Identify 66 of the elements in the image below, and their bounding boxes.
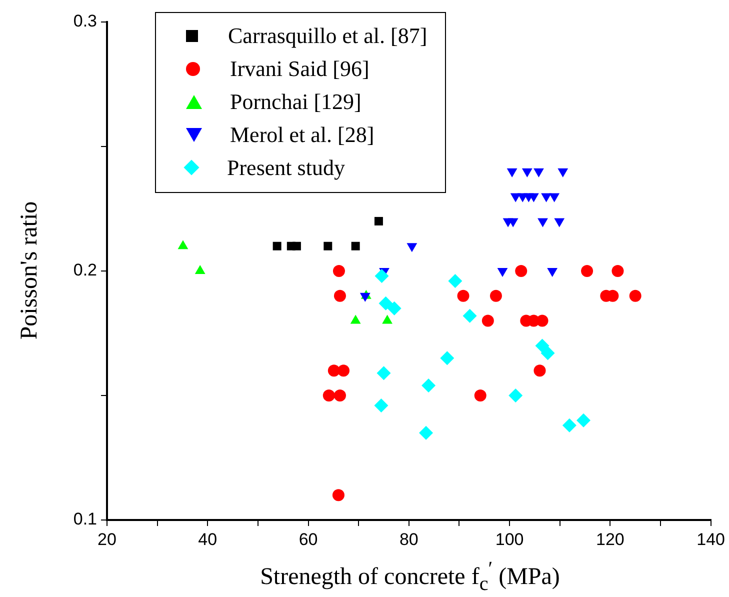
point [558,168,568,178]
point [272,242,282,250]
point [334,390,346,402]
point [547,268,558,277]
point [332,489,344,502]
x-axis-title: Strenegth of concrete f$_{c}$$^{′}$ (MPa) [259,558,561,596]
point [508,218,518,228]
point [448,274,462,288]
point [508,388,523,402]
point [490,290,502,302]
point [534,364,546,377]
point [576,413,591,428]
legend-label: Present study [227,154,345,180]
point [376,366,391,380]
y-tick-label: 0.2 [73,260,97,280]
x-tick-label: 60 [298,530,318,549]
point [406,243,418,252]
point [515,265,528,277]
point [360,292,370,302]
point [612,265,624,277]
point [535,338,550,353]
point [541,193,552,202]
point [374,398,388,412]
point [378,296,393,310]
point [540,346,555,360]
legend-label: Carrasquillo et al. [87] [228,22,428,48]
point [522,168,532,178]
y-tick-label: 0.1 [73,510,97,529]
point [324,242,332,250]
point [457,290,470,302]
point [292,242,301,250]
point [538,218,548,228]
legend-label: Irvani Said [96] [230,56,370,82]
point [549,193,560,202]
point [474,390,486,402]
point [462,308,477,323]
point [351,242,360,250]
x-tick-label: 140 [696,530,726,549]
point [528,193,539,202]
x-tick-label: 40 [198,530,218,549]
point [440,351,454,366]
point [581,265,594,277]
point [374,216,383,226]
point [562,418,576,432]
x-tick-label: 80 [399,530,418,549]
point [422,378,436,393]
point [419,426,434,440]
point [332,265,345,277]
y-axis-title: Poisson's ratio [16,200,44,342]
point [387,301,402,316]
point [334,290,346,302]
point [482,314,494,327]
point [337,364,350,377]
point [497,268,508,277]
legend-label: Pornchai [129] [230,88,362,114]
x-tick-label: 100 [495,530,524,549]
point [322,390,335,402]
point [629,290,642,302]
point [554,218,565,228]
point [374,268,389,283]
point [534,168,544,178]
y-tick-label: 0.3 [73,12,97,31]
x-tick-label: 20 [98,530,116,549]
point [506,168,518,178]
x-tick-label: 120 [596,530,624,549]
legend-label: Merol et al. [28] [230,122,374,148]
